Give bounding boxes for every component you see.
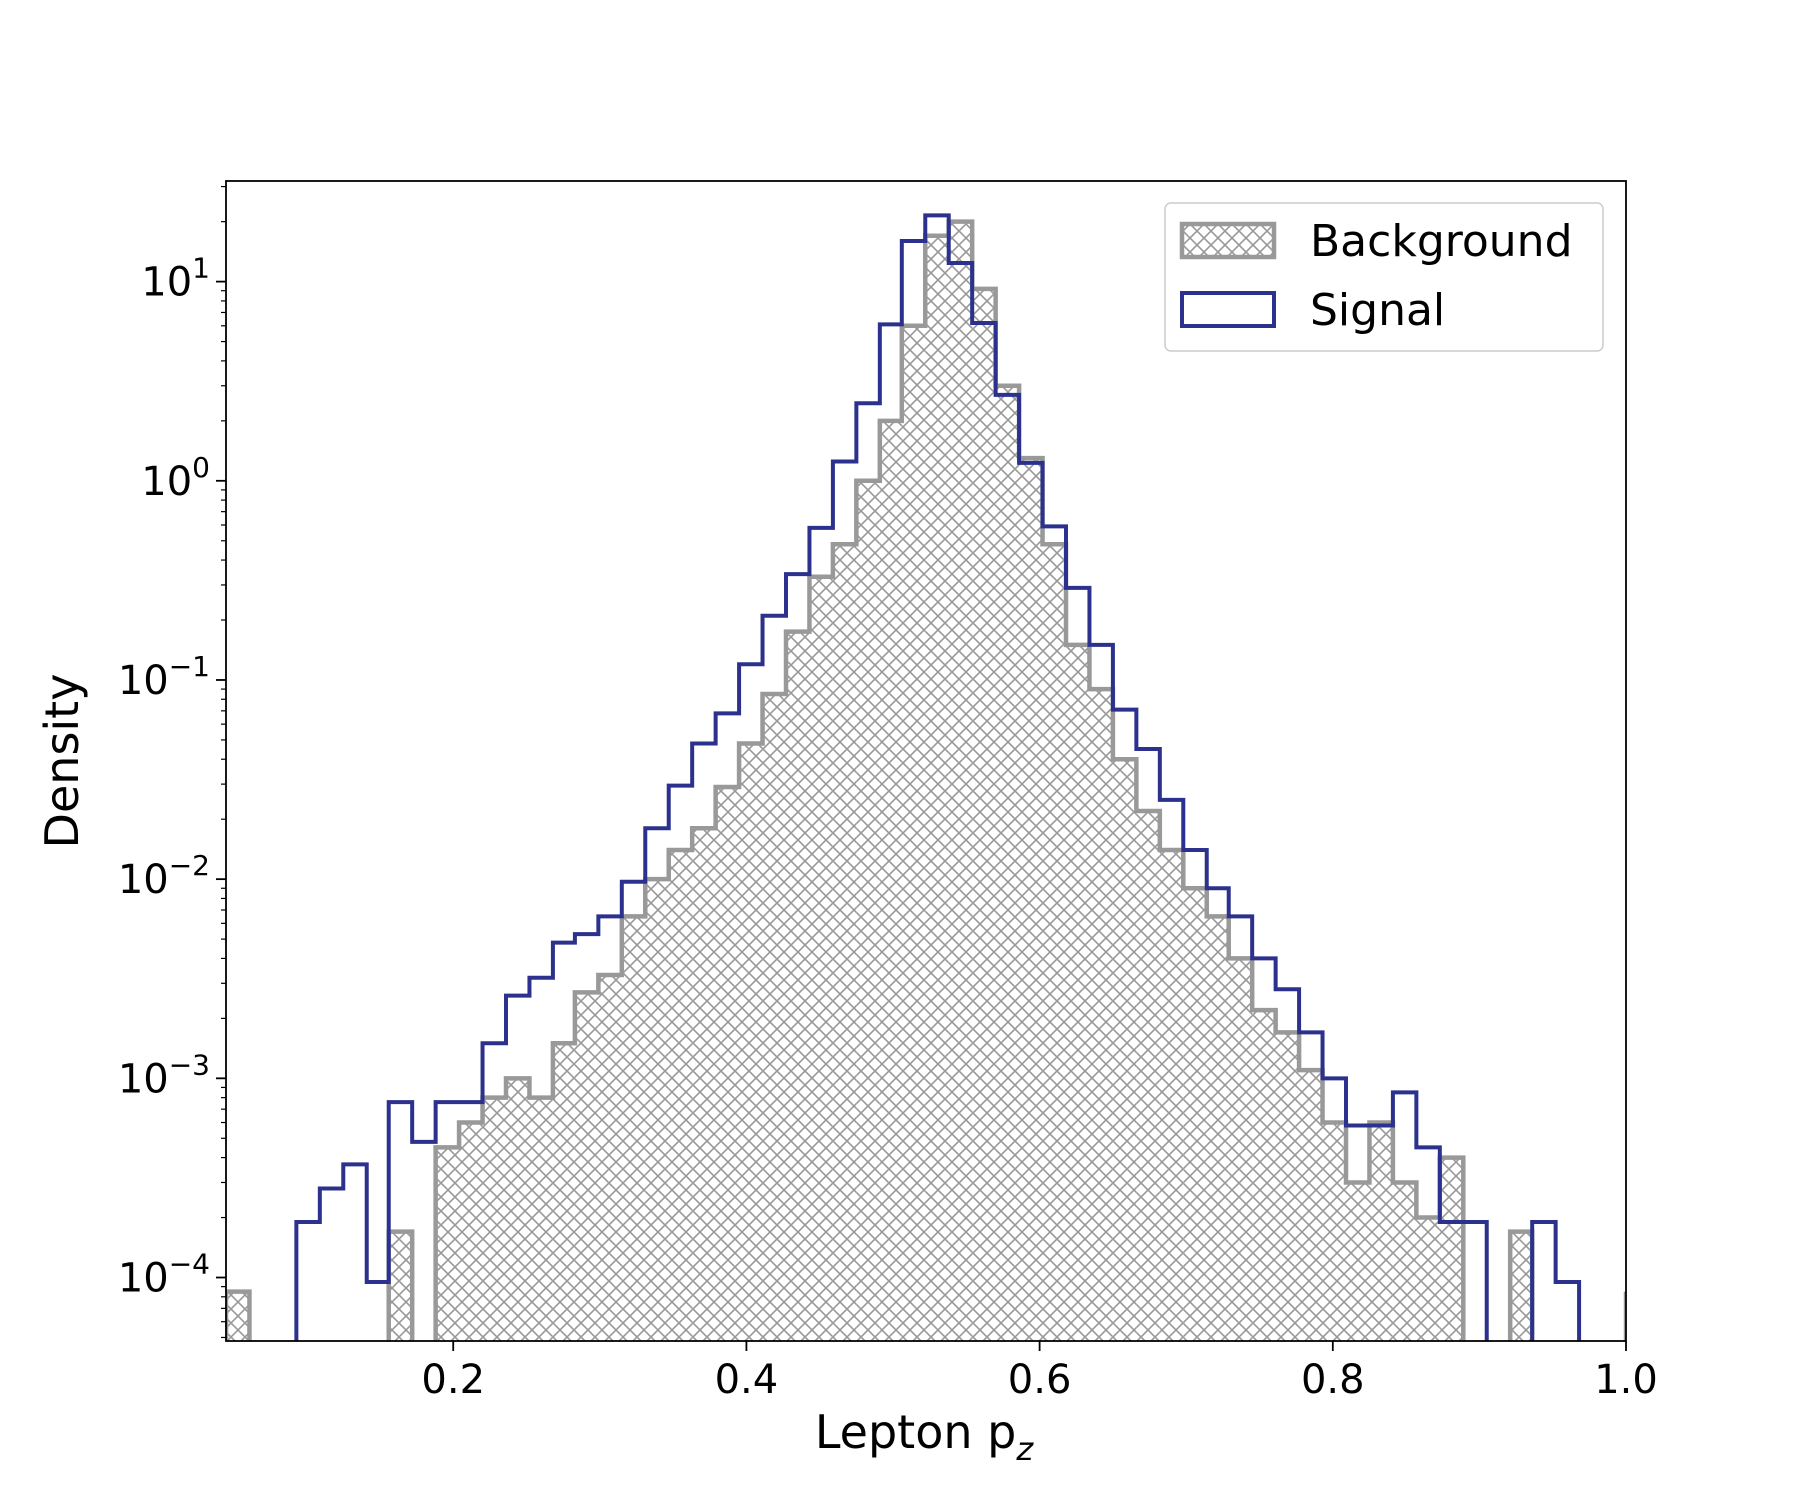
bar-background xyxy=(692,828,716,1341)
series-layer xyxy=(226,213,1626,1341)
bar-background xyxy=(901,325,926,1341)
bar-background xyxy=(506,1078,530,1341)
bar-background xyxy=(459,1122,483,1341)
x-axis-label: Lepton pz xyxy=(815,1405,1034,1468)
x-tick-label: 0.4 xyxy=(715,1357,779,1403)
bar-background xyxy=(482,1097,506,1341)
bar-background xyxy=(1346,1182,1370,1341)
y-axis: 10−4 10−3 10−2 10−1 100 101 xyxy=(118,185,226,1339)
bar-background xyxy=(948,221,973,1341)
bar-background xyxy=(1252,1010,1276,1341)
y-tick-label: 100 xyxy=(141,451,210,505)
bar-background xyxy=(1299,1070,1323,1341)
bar-background xyxy=(995,385,1020,1341)
bar-background xyxy=(715,787,740,1341)
bar-background xyxy=(1183,888,1207,1341)
y-tick-label: 10−2 xyxy=(118,849,210,903)
y-tick-label: 10−4 xyxy=(118,1248,210,1302)
bar-background xyxy=(739,743,763,1341)
bar-background xyxy=(552,1043,575,1341)
bar-background xyxy=(668,850,693,1341)
plot-frame xyxy=(225,180,1627,1342)
bar-background xyxy=(1112,759,1137,1341)
x-tick-label: 1.0 xyxy=(1594,1357,1658,1403)
bar-background xyxy=(1322,1122,1346,1341)
bar-background xyxy=(529,1097,553,1341)
x-axis-label-subscript: z xyxy=(1015,1430,1034,1468)
y-tick-label: 10−1 xyxy=(118,650,210,704)
bar-background xyxy=(621,916,646,1341)
bar-background xyxy=(574,992,599,1341)
bar-background xyxy=(856,480,880,1341)
step-outline-signal xyxy=(294,213,1582,1341)
legend-label-signal: Signal xyxy=(1310,285,1445,336)
y-tick-label: 10−3 xyxy=(118,1048,210,1102)
bar-background xyxy=(1510,1231,1533,1341)
x-tick-label: 0.6 xyxy=(1008,1357,1072,1403)
bar-background xyxy=(1042,544,1066,1341)
y-axis-label: Density xyxy=(35,674,89,849)
bar-background xyxy=(598,975,622,1341)
bar-background xyxy=(762,694,786,1341)
bar-background xyxy=(1159,850,1184,1341)
bar-background xyxy=(1228,958,1253,1341)
bar-background xyxy=(809,576,833,1341)
bar-background xyxy=(1416,1217,1440,1341)
bar-background xyxy=(1369,1122,1393,1341)
legend-swatch-background xyxy=(1179,221,1277,260)
x-axis: 0.2 0.4 0.6 0.8 1.0 xyxy=(421,1341,1658,1403)
bar-background xyxy=(226,1291,250,1341)
bar-background xyxy=(786,631,810,1341)
x-axis-label-main: Lepton p xyxy=(815,1405,1016,1459)
series-background xyxy=(226,219,1626,1341)
bar-background xyxy=(925,235,949,1341)
y-tick-label: 101 xyxy=(141,252,210,306)
bar-background xyxy=(1206,916,1229,1341)
bar-background xyxy=(1439,1157,1464,1341)
bar-background xyxy=(435,1147,460,1341)
bar-background xyxy=(1066,644,1090,1341)
bar-background xyxy=(1019,458,1043,1341)
bar-background xyxy=(1136,810,1160,1341)
legend: Background Signal xyxy=(1164,202,1604,352)
legend-label-background: Background xyxy=(1310,216,1573,267)
bar-background xyxy=(645,879,669,1341)
x-tick-label: 0.2 xyxy=(421,1357,485,1403)
x-tick-label: 0.8 xyxy=(1301,1357,1365,1403)
bar-background xyxy=(972,288,996,1341)
bar-background xyxy=(832,544,857,1341)
bar-background xyxy=(388,1231,413,1341)
bar-background xyxy=(1392,1182,1417,1341)
legend-swatch-signal xyxy=(1180,291,1276,328)
bar-background xyxy=(879,420,902,1341)
bar-background xyxy=(1275,1032,1300,1341)
bar-background xyxy=(1089,689,1113,1341)
series-signal xyxy=(294,213,1582,1341)
